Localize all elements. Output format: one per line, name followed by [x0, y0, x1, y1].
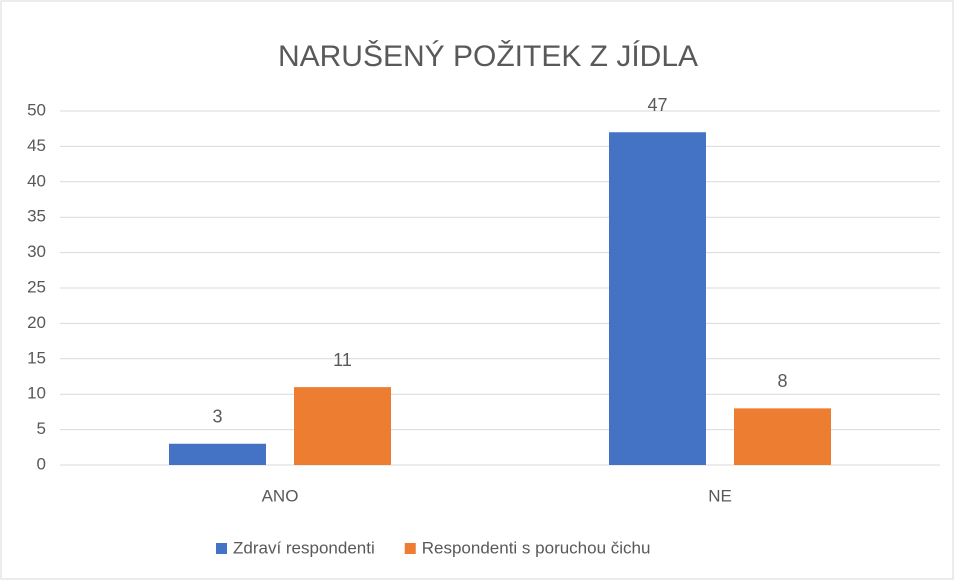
legend-label: Respondenti s poruchou čichu: [422, 538, 651, 557]
bar: [734, 408, 831, 465]
bar: [169, 443, 266, 465]
y-tick-label: 5: [37, 419, 46, 438]
y-tick-label: 20: [27, 313, 46, 332]
bar: [294, 387, 391, 465]
y-tick-label: 35: [27, 207, 46, 226]
bar: [609, 132, 706, 466]
y-tick-label: 30: [27, 242, 46, 261]
x-tick-label: ANO: [262, 486, 299, 505]
legend-label: Zdraví respondenti: [233, 538, 375, 557]
value-label: 3: [212, 407, 222, 427]
value-label: 11: [333, 350, 352, 370]
legend-swatch: [216, 543, 227, 554]
y-tick-label: 25: [27, 277, 46, 296]
y-tick-label: 10: [27, 384, 46, 403]
legend-swatch: [404, 543, 416, 554]
value-label: 8: [777, 371, 787, 391]
y-tick-label: 0: [37, 454, 46, 473]
y-tick-label: 50: [27, 100, 46, 119]
x-tick-label: NE: [708, 486, 732, 505]
y-tick-label: 40: [27, 171, 46, 190]
chart-title: NARUŠENÝ POŽITEK Z JÍDLA: [278, 39, 698, 73]
y-tick-label: 45: [27, 136, 46, 155]
value-label: 47: [647, 95, 667, 115]
y-tick-label: 15: [27, 348, 46, 367]
